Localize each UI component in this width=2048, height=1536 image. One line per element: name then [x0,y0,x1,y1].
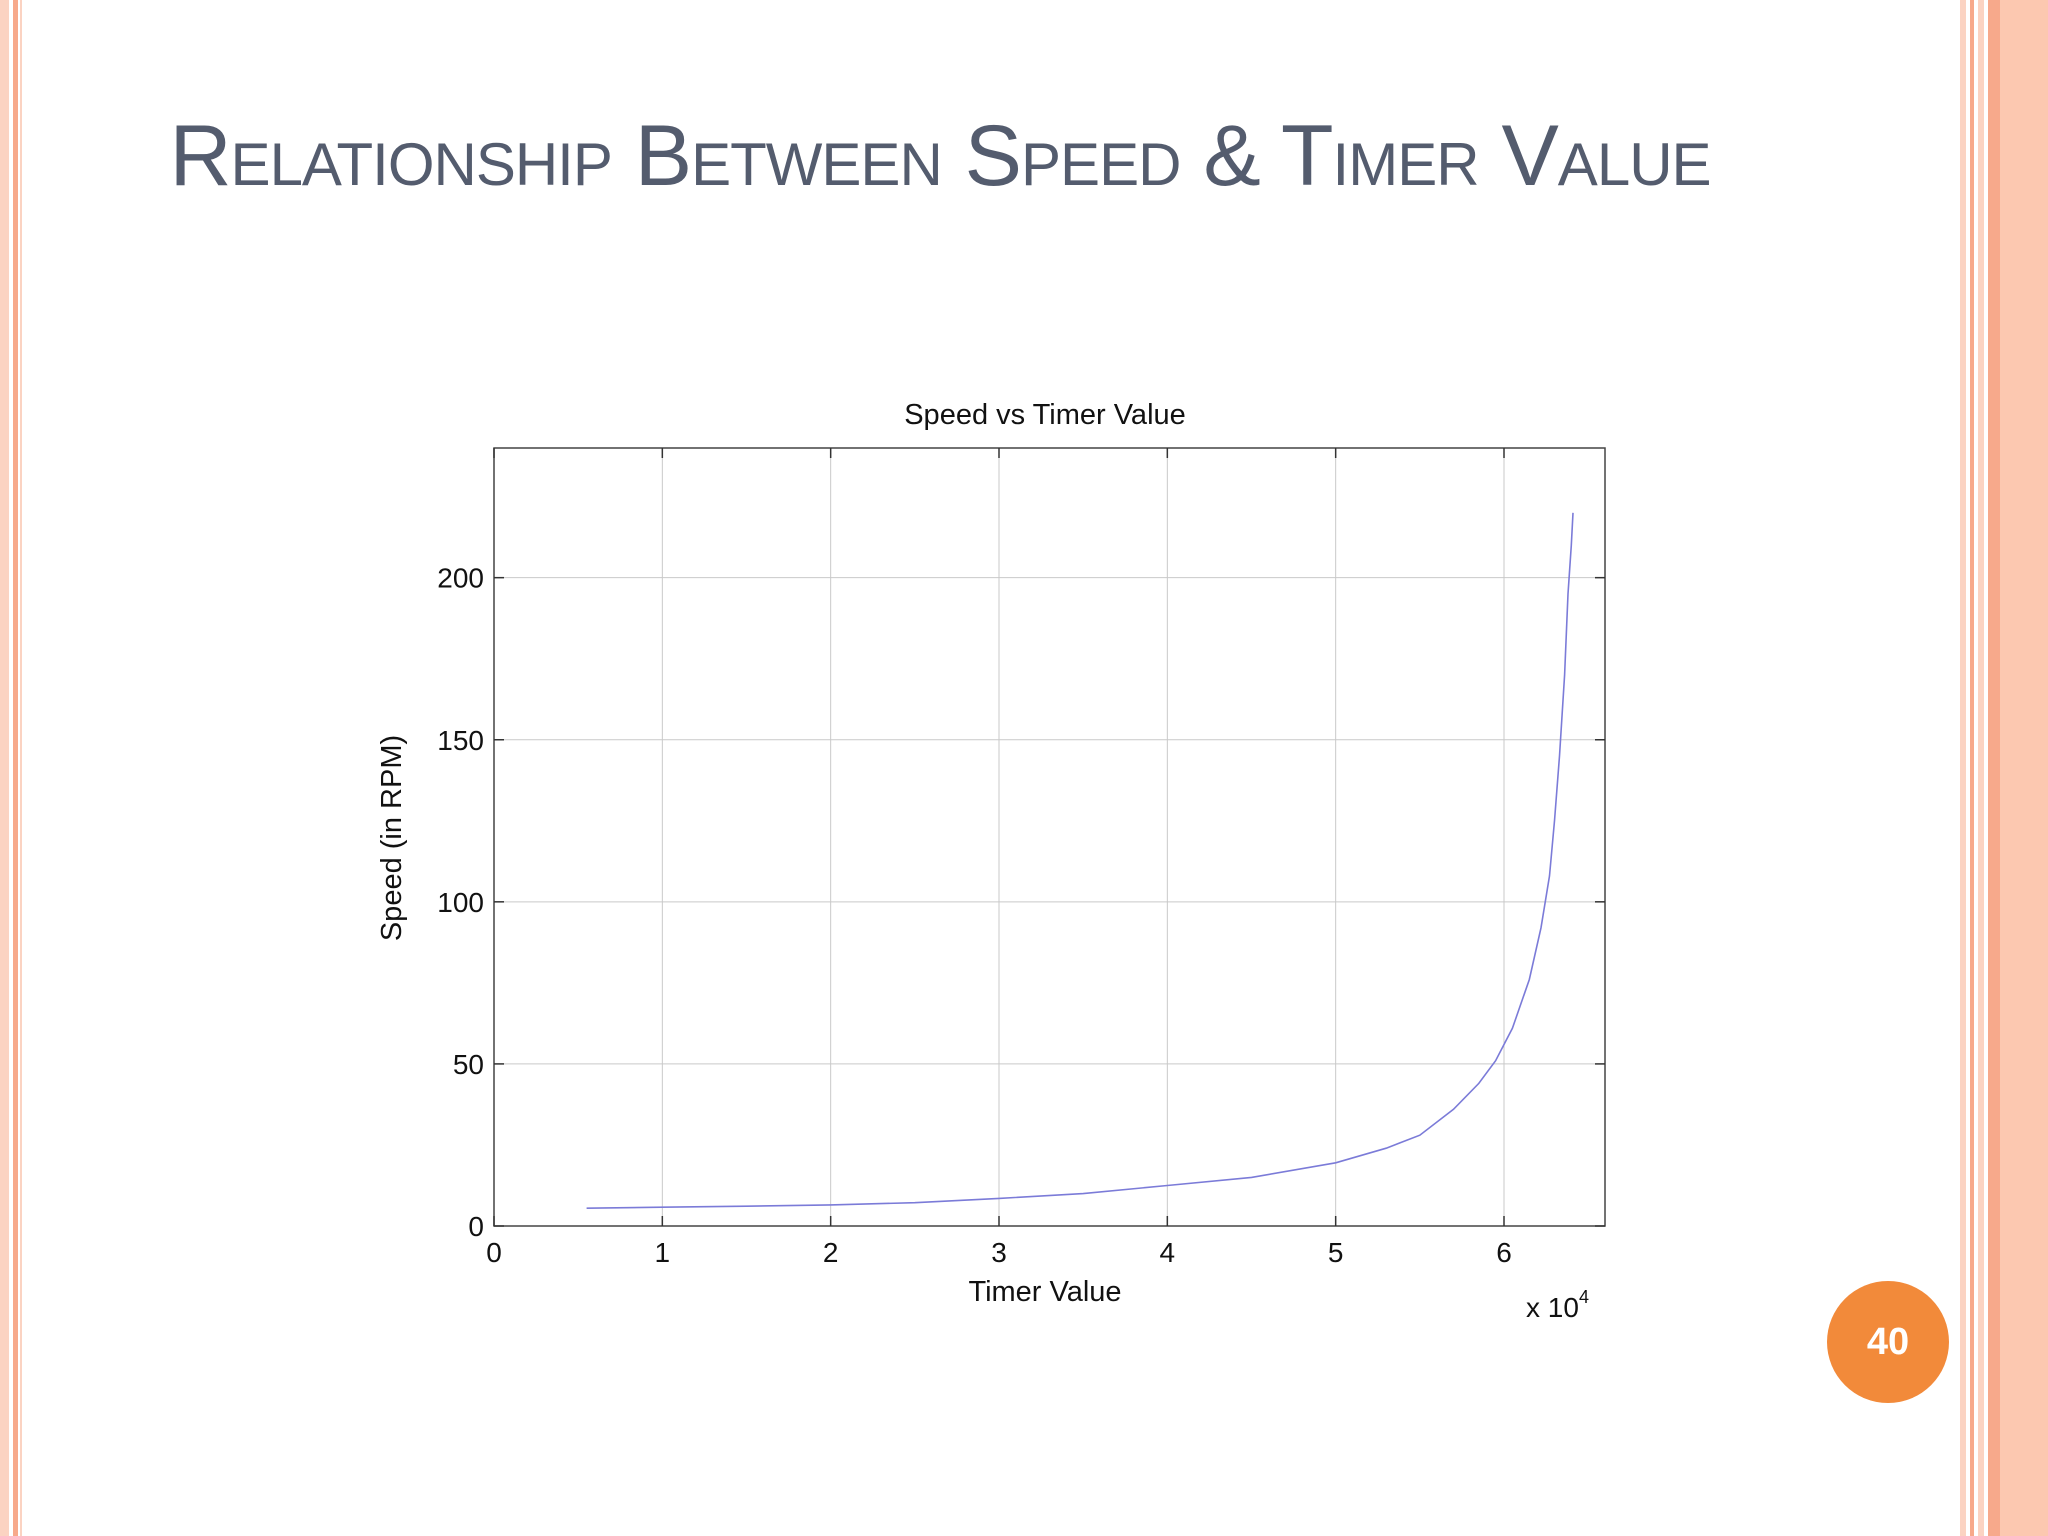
chart-title: Speed vs Timer Value [904,399,1186,431]
x-exponent-power: 4 [1579,1287,1589,1307]
page-number-badge: 40 [1827,1281,1949,1403]
axis-ticks [493,448,1605,1227]
left-decorative-border [0,0,26,1536]
y-tick-label: 50 [453,1049,484,1080]
x-tick-label: 3 [991,1237,1007,1268]
x-exponent-label: x 104 [1526,1287,1589,1323]
y-tick-label: 0 [468,1211,484,1242]
y-tick-label: 150 [437,725,484,756]
x-tick-label: 6 [1496,1237,1512,1268]
y-tick-label: 100 [437,887,484,918]
slide-title: Relationship Between Speed & Timer Value [169,108,1711,204]
x-tick-label: 0 [486,1237,502,1268]
x-tick-label: 1 [655,1237,671,1268]
plot-frame [493,447,1606,1227]
grid-lines [494,448,1605,1226]
y-axis-label: Speed (in RPM) [376,735,408,941]
x-tick-label: 4 [1160,1237,1176,1268]
x-axis-label: Timer Value [968,1276,1121,1308]
x-tick-label: 5 [1328,1237,1344,1268]
right-decorative-border [1960,0,2048,1536]
x-tick-label: 2 [823,1237,839,1268]
y-tick-label: 200 [437,563,484,594]
x-exponent-base: x 10 [1526,1292,1579,1323]
speed-series-line [586,512,1574,1209]
